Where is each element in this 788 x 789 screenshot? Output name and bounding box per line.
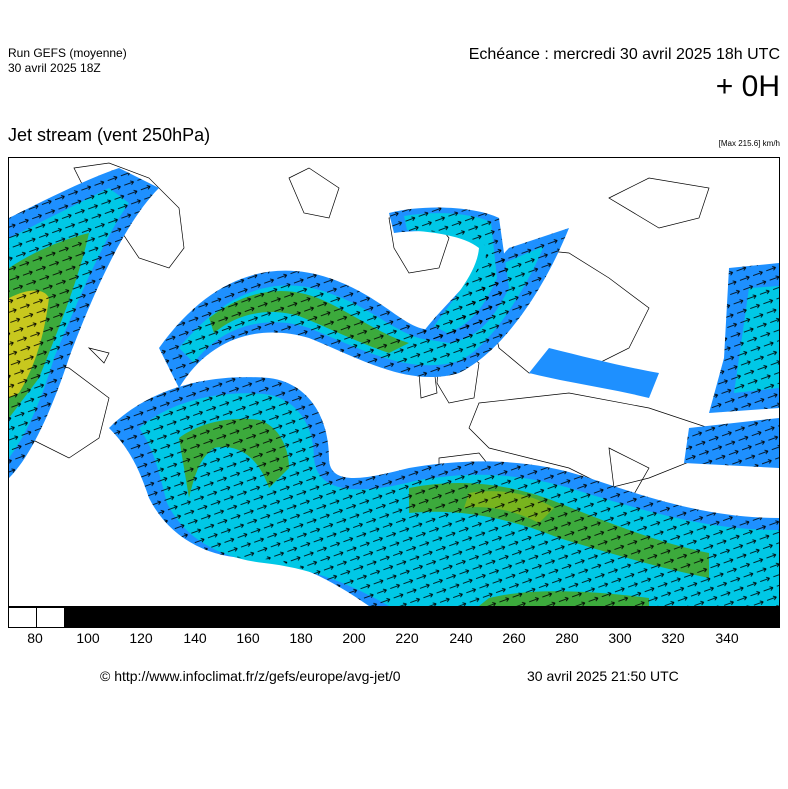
run-date: 30 avril 2025 18Z xyxy=(8,61,101,75)
color-scale xyxy=(8,607,780,628)
tick-label: 220 xyxy=(395,630,419,646)
source-link[interactable]: © http://www.infoclimat.fr/z/gefs/europe… xyxy=(100,668,401,684)
tick-label: 320 xyxy=(661,630,685,646)
color-scale-ticks: 80 100 120 140 160 180 200 220 240 260 2… xyxy=(8,630,780,650)
lead-time: + 0H xyxy=(715,70,780,103)
tick-label: 180 xyxy=(289,630,313,646)
map-title: Jet stream (vent 250hPa) xyxy=(8,125,211,145)
tick-label: 140 xyxy=(183,630,207,646)
tick-label: 340 xyxy=(715,630,739,646)
scale-seg-white-2 xyxy=(37,608,64,627)
forecast-valid-time: Echéance : mercredi 30 avril 2025 18h UT… xyxy=(468,46,780,63)
generated-time: 30 avril 2025 21:50 UTC xyxy=(527,668,679,684)
tick-label: 200 xyxy=(342,630,366,646)
tick-label: 240 xyxy=(449,630,473,646)
scale-seg-black xyxy=(64,608,779,627)
tick-label: 260 xyxy=(502,630,526,646)
tick-label: 120 xyxy=(129,630,153,646)
jet-stream-map xyxy=(8,157,780,607)
tick-label: 80 xyxy=(27,630,43,646)
tick-label: 100 xyxy=(76,630,100,646)
max-value: [Max 215.6] km/h xyxy=(718,139,780,148)
wind-arrows xyxy=(9,168,779,606)
run-label: Run GEFS (moyenne) xyxy=(8,46,127,60)
tick-label: 160 xyxy=(236,630,260,646)
tick-label: 300 xyxy=(608,630,632,646)
tick-label: 280 xyxy=(555,630,579,646)
scale-seg-white-1 xyxy=(9,608,37,627)
